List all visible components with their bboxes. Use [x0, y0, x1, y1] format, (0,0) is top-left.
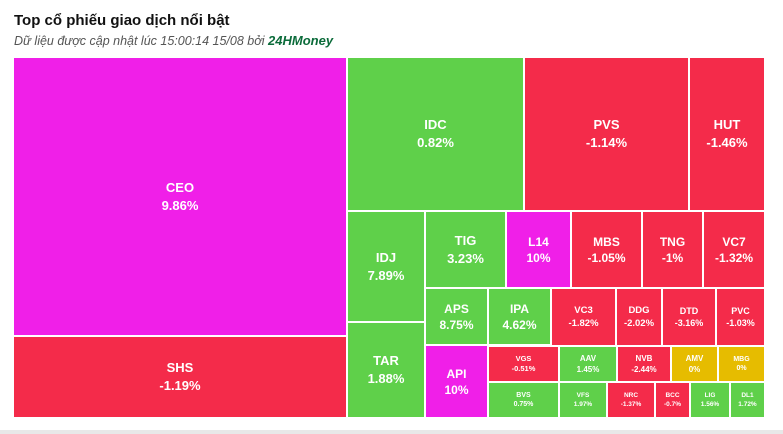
tile-symbol: VFS: [576, 392, 590, 399]
brand-link[interactable]: 24HMoney: [268, 33, 334, 48]
tile-symbol: VGS: [515, 354, 532, 363]
tile-symbol: TIG: [454, 232, 477, 248]
tile-symbol: HUT: [713, 117, 741, 132]
treemap-tile-vgs[interactable]: VGS -0.51%: [488, 346, 559, 382]
treemap-tile-pvc[interactable]: PVC -1.03%: [716, 288, 765, 346]
tile-symbol: APS: [444, 301, 469, 316]
treemap-tile-vfs[interactable]: VFS 1.97%: [559, 382, 607, 418]
treemap-tile-tng[interactable]: TNG -1%: [642, 211, 703, 288]
tile-change: 9.86%: [161, 197, 199, 213]
tile-change: 10%: [444, 382, 469, 397]
tile-symbol: MBS: [593, 234, 620, 249]
treemap-tile-api[interactable]: API 10%: [425, 345, 488, 418]
tile-symbol: PVS: [593, 117, 620, 132]
tile-change: 1.56%: [700, 401, 720, 408]
tile-symbol: SHS: [166, 360, 194, 375]
treemap-tile-tig[interactable]: TIG 3.23%: [425, 211, 506, 288]
treemap-tile-idc[interactable]: IDC 0.82%: [347, 57, 524, 211]
tile-change: 1.72%: [738, 401, 757, 408]
tile-symbol: NVB: [635, 354, 653, 363]
tile-symbol: DDG: [628, 305, 650, 316]
bottom-divider: [0, 430, 783, 434]
treemap-tile-l14[interactable]: L14 10%: [506, 211, 571, 288]
treemap-tile-dl1[interactable]: DL1 1.72%: [730, 382, 765, 418]
tile-change: 1.88%: [367, 371, 405, 386]
treemap-tile-aps[interactable]: APS 8.75%: [425, 288, 488, 345]
tile-symbol: IDJ: [375, 249, 397, 265]
stock-treemap: CEO 9.86% SHS -1.19% IDC 0.82% PVS -1.14% HUT -1.…: [13, 57, 765, 418]
tile-change: -0.7%: [664, 401, 681, 408]
tile-change: 0.82%: [417, 135, 454, 150]
treemap-tile-idj[interactable]: IDJ 7.89%: [347, 211, 425, 322]
treemap-tile-bvs[interactable]: BVS 0.75%: [488, 382, 559, 418]
tile-symbol: DL1: [741, 392, 754, 399]
tile-change: -1.32%: [714, 250, 754, 265]
tile-change: 1.97%: [573, 401, 593, 408]
tile-change: 10%: [526, 250, 551, 265]
tile-change: -1%: [661, 250, 684, 265]
tile-symbol: TAR: [373, 353, 399, 368]
treemap-tile-vc3[interactable]: VC3 -1.82%: [551, 288, 616, 346]
tile-change: -2.44%: [631, 365, 657, 374]
treemap-tile-pvs[interactable]: PVS -1.14%: [524, 57, 689, 211]
treemap-tile-ipa[interactable]: IPA 4.62%: [488, 288, 551, 345]
tile-change: 0%: [736, 365, 747, 372]
tile-change: -2.02%: [623, 318, 655, 329]
tile-change: 7.89%: [367, 267, 405, 283]
tile-symbol: BCC: [665, 392, 680, 399]
tile-symbol: BVS: [516, 392, 531, 399]
tile-symbol: VC3: [574, 305, 593, 316]
tile-symbol: DTD: [679, 306, 699, 316]
tile-symbol: LIG: [704, 392, 716, 399]
tile-symbol: API: [446, 366, 467, 381]
header: Top cổ phiếu giao dịch nổi bật Dữ liệu đ…: [14, 12, 769, 49]
treemap-tile-tar[interactable]: TAR 1.88%: [347, 322, 425, 418]
tile-change: -3.16%: [674, 318, 704, 328]
treemap-tile-bcc[interactable]: BCC -0.7%: [655, 382, 690, 418]
tile-symbol: L14: [528, 234, 549, 249]
tile-symbol: MBG: [733, 356, 750, 363]
treemap-tile-mbg[interactable]: MBG 0%: [718, 346, 765, 382]
treemap-tile-lig[interactable]: LIG 1.56%: [690, 382, 730, 418]
treemap-tile-vc7[interactable]: VC7 -1.32%: [703, 211, 765, 288]
update-text: Dữ liệu được cập nhật lúc 15:00:14 15/08…: [14, 34, 265, 48]
tile-symbol: PVC: [731, 306, 750, 316]
update-info: Dữ liệu được cập nhật lúc 15:00:14 15/08…: [14, 33, 769, 49]
tile-symbol: CEO: [165, 179, 195, 195]
treemap-tile-ddg[interactable]: DDG -2.02%: [616, 288, 662, 346]
tile-change: -1.37%: [620, 401, 642, 408]
treemap-tile-shs[interactable]: SHS -1.19%: [13, 336, 347, 418]
tile-change: -1.19%: [159, 378, 201, 393]
tile-change: -1.05%: [587, 250, 626, 265]
tile-change: -1.14%: [585, 135, 628, 150]
treemap-tile-aav[interactable]: AAV 1.45%: [559, 346, 617, 382]
treemap-tile-ceo[interactable]: CEO 9.86%: [13, 57, 347, 336]
treemap-tile-nrc[interactable]: NRC -1.37%: [607, 382, 655, 418]
tile-symbol: VC7: [722, 234, 746, 249]
tile-change: 0.75%: [513, 401, 534, 408]
tile-symbol: IDC: [424, 117, 447, 132]
tile-change: -1.03%: [726, 318, 755, 328]
tile-change: 1.45%: [576, 365, 600, 374]
tile-symbol: NRC: [623, 392, 639, 399]
tile-symbol: TNG: [659, 234, 686, 249]
treemap-tile-amv[interactable]: AMV 0%: [671, 346, 718, 382]
tile-change: 4.62%: [502, 317, 537, 332]
tile-symbol: AMV: [685, 354, 704, 363]
tile-change: 3.23%: [447, 250, 484, 266]
treemap-tile-hut[interactable]: HUT -1.46%: [689, 57, 765, 211]
treemap-tile-mbs[interactable]: MBS -1.05%: [571, 211, 642, 288]
widget-title: Top cổ phiếu giao dịch nổi bật: [14, 12, 230, 29]
treemap-tile-dtd[interactable]: DTD -3.16%: [662, 288, 716, 346]
tile-change: -1.82%: [568, 318, 599, 329]
tile-change: -0.51%: [511, 364, 536, 373]
tile-symbol: IPA: [509, 301, 530, 316]
tile-change: -1.46%: [706, 135, 748, 150]
tile-symbol: AAV: [579, 354, 597, 363]
tile-change: 8.75%: [439, 317, 474, 332]
tile-change: 0%: [688, 365, 701, 374]
treemap-tile-nvb[interactable]: NVB -2.44%: [617, 346, 671, 382]
